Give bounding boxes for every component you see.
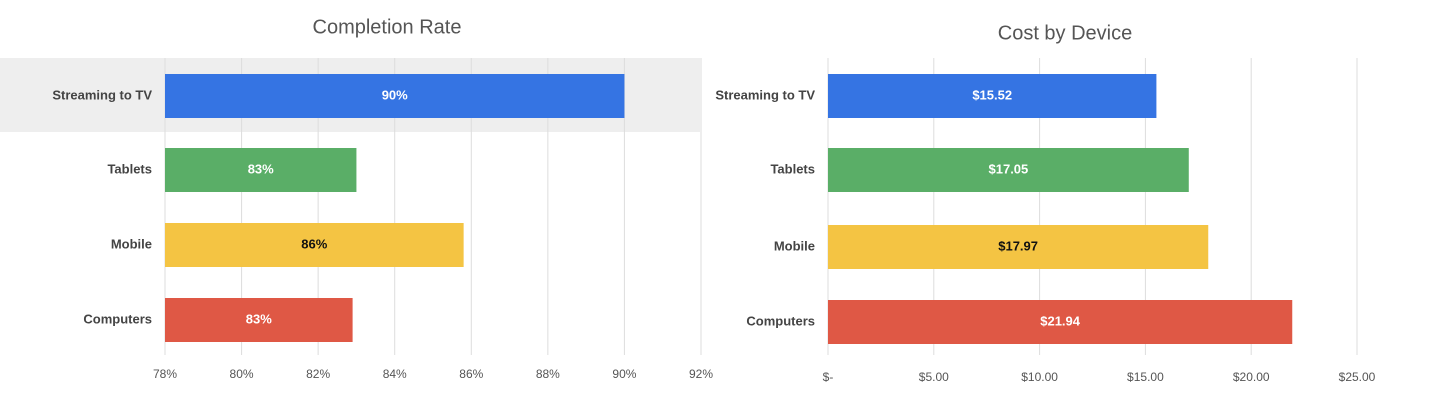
- x-tick-label: $5.00: [919, 370, 949, 384]
- chart-title: Completion Rate: [313, 16, 462, 38]
- bar: [828, 148, 1189, 192]
- bar: [828, 300, 1293, 344]
- x-tick-label: $25.00: [1339, 370, 1376, 384]
- category-label: Mobile: [111, 236, 152, 251]
- bar: [165, 298, 353, 342]
- category-label: Computers: [83, 311, 152, 326]
- category-label: Computers: [746, 313, 815, 328]
- bar: [828, 225, 1209, 269]
- x-tick-label: 86%: [459, 367, 483, 381]
- x-tick-label: $-: [823, 370, 834, 384]
- value-label: 86%: [301, 236, 327, 251]
- x-tick-label: $15.00: [1127, 370, 1164, 384]
- x-tick-label: 80%: [230, 367, 254, 381]
- bar: [165, 223, 464, 267]
- x-tick-label: 88%: [536, 367, 560, 381]
- category-label: Tablets: [770, 161, 815, 176]
- x-tick-label: 82%: [306, 367, 330, 381]
- bar: [165, 148, 357, 192]
- value-label: $15.52: [972, 87, 1012, 102]
- category-label: Streaming to TV: [52, 87, 152, 102]
- bar: [165, 74, 625, 118]
- x-tick-label: 78%: [153, 367, 177, 381]
- value-label: 90%: [382, 87, 408, 102]
- x-tick-label: 84%: [383, 367, 407, 381]
- x-tick-label: 92%: [689, 367, 713, 381]
- value-label: 83%: [248, 161, 274, 176]
- value-label: 83%: [246, 311, 272, 326]
- category-label: Mobile: [774, 238, 815, 253]
- value-label: $17.97: [998, 238, 1038, 253]
- category-label: Streaming to TV: [715, 87, 815, 102]
- x-tick-label: 90%: [612, 367, 636, 381]
- bar: [828, 74, 1157, 118]
- x-tick-label: $10.00: [1021, 370, 1058, 384]
- value-label: $21.94: [1040, 313, 1081, 328]
- category-label: Tablets: [107, 161, 152, 176]
- chart-title: Cost by Device: [998, 22, 1133, 44]
- value-label: $17.05: [989, 161, 1029, 176]
- x-tick-label: $20.00: [1233, 370, 1270, 384]
